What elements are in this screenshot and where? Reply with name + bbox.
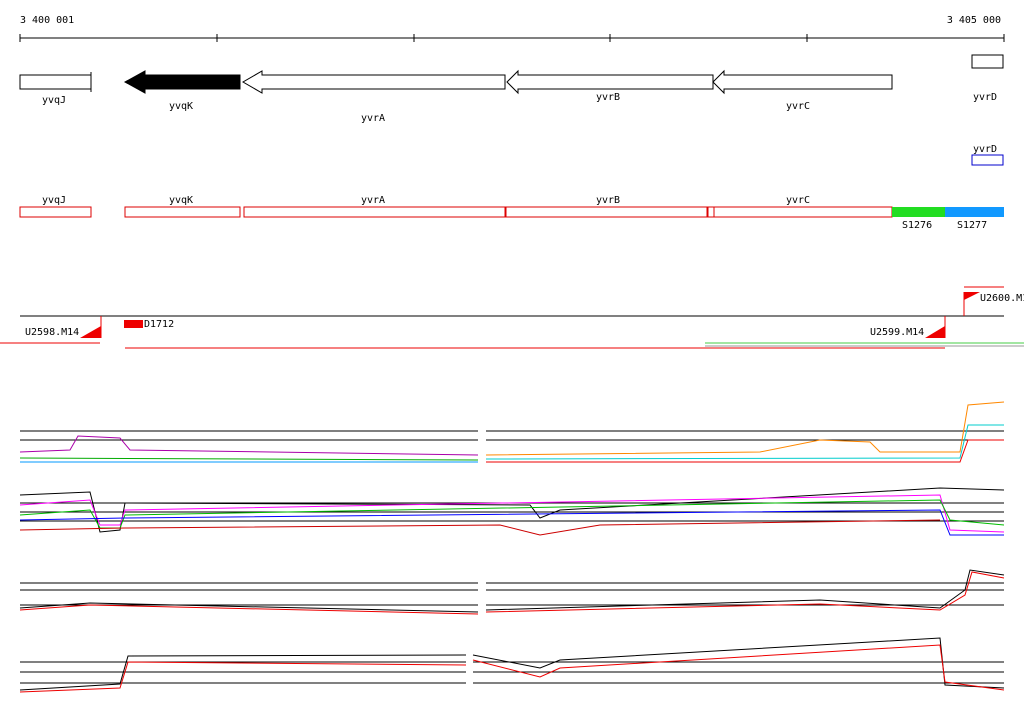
- gene-label: yvrD: [973, 92, 997, 103]
- probe-label: U2598.M14: [25, 327, 79, 338]
- segment-label: S1277: [957, 220, 987, 231]
- ruler-end: 3 405 000: [947, 15, 1001, 26]
- gene-label: yvrA: [361, 113, 385, 124]
- ruler-start: 3 400 001: [20, 15, 74, 26]
- ruler: [19, 34, 1005, 42]
- reverse-gene-label: yvrD: [973, 144, 997, 155]
- segment: [892, 207, 945, 217]
- probe-label: U2599.M14: [870, 327, 924, 338]
- transcript-label: yvrB: [596, 195, 620, 206]
- probe-track: [0, 286, 1024, 349]
- transcript-shapes: [19, 206, 893, 218]
- gene-shapes: [19, 54, 1004, 166]
- transcript-label: yvqK: [169, 195, 193, 206]
- transcript-label: yvrA: [361, 195, 385, 206]
- expression-tracks: [19, 401, 1005, 693]
- transcript-label: yvrC: [786, 195, 810, 206]
- transcript-label: yvqJ: [42, 195, 66, 206]
- gene-label: yvqJ: [42, 95, 66, 106]
- probe-label: U2600.M14: [980, 293, 1024, 304]
- gene-label: yvrC: [786, 101, 810, 112]
- probe-label: D1712: [144, 319, 174, 330]
- gene-label: yvqK: [169, 101, 193, 112]
- segment: [945, 207, 1004, 217]
- segment-label: S1276: [902, 220, 932, 231]
- gene-label: yvrB: [596, 92, 620, 103]
